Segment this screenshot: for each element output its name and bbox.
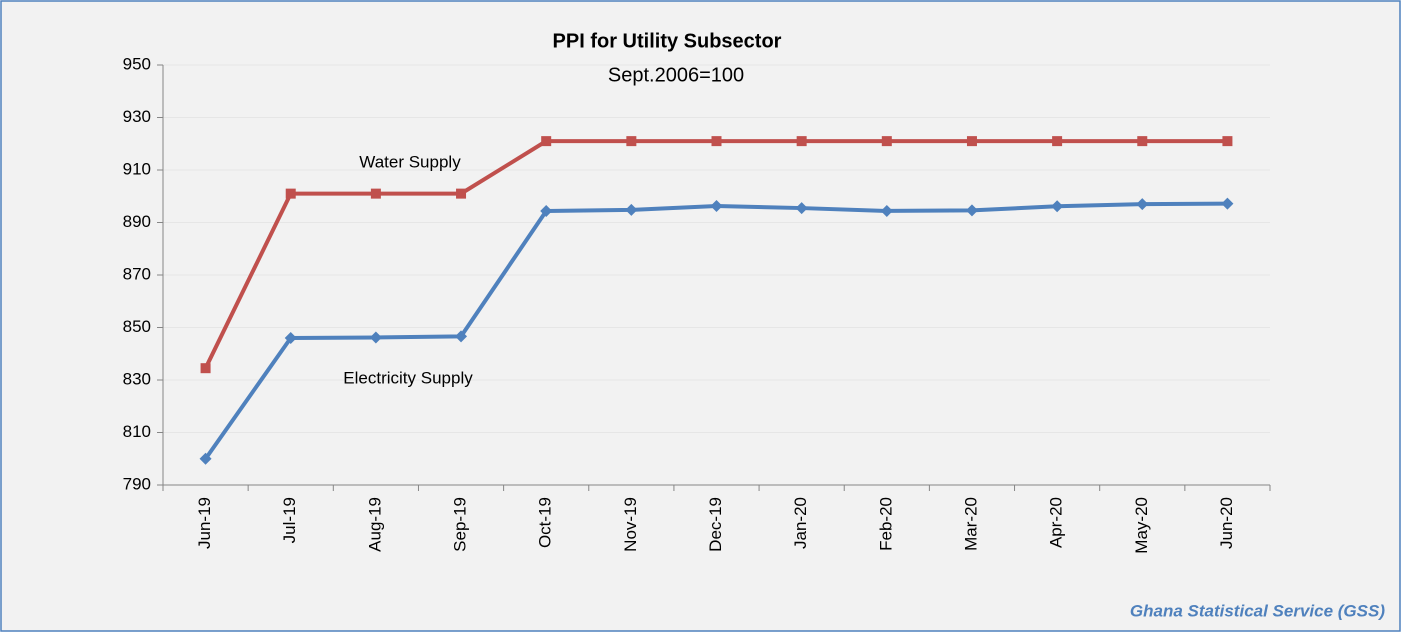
point-marker xyxy=(626,136,637,147)
x-tick-label: Aug-19 xyxy=(365,497,384,552)
point-marker xyxy=(710,199,723,212)
y-tick-label: 830 xyxy=(123,369,151,388)
point-marker xyxy=(1222,136,1233,147)
y-tick-label: 810 xyxy=(123,422,151,441)
x-tick-label: Jan-20 xyxy=(791,497,810,549)
plot xyxy=(199,136,1234,465)
point-marker xyxy=(711,136,722,147)
x-tick-label: Apr-20 xyxy=(1047,497,1066,548)
x-tick-label: Jun-19 xyxy=(195,497,214,549)
x-tick-label: Jul-19 xyxy=(280,497,299,543)
point-marker xyxy=(456,188,467,199)
point-marker xyxy=(369,331,382,344)
chart-subtitle: Sept.2006=100 xyxy=(608,64,744,86)
point-marker xyxy=(625,203,638,216)
grid xyxy=(157,64,1271,491)
point-marker xyxy=(199,452,212,465)
point-marker xyxy=(881,136,892,147)
point-marker xyxy=(285,188,296,199)
series-label: Electricity Supply xyxy=(343,368,473,387)
x-tick-label: Mar-20 xyxy=(961,497,980,551)
point-marker xyxy=(1051,200,1064,213)
y-tick-label: 910 xyxy=(123,159,151,178)
x-tick-label: Oct-19 xyxy=(536,497,555,548)
x-tick-label: Feb-20 xyxy=(876,497,895,551)
chart-title: PPI for Utility Subsector xyxy=(553,30,782,52)
point-marker xyxy=(370,188,381,199)
point-marker xyxy=(1136,198,1149,211)
x-tick-label: Dec-19 xyxy=(706,497,725,552)
source-note: Ghana Statistical Service (GSS) xyxy=(1130,601,1385,620)
x-tick-label: May-20 xyxy=(1132,497,1151,554)
point-marker xyxy=(880,204,893,217)
y-tick-label: 950 xyxy=(123,54,151,73)
point-marker xyxy=(796,136,807,147)
point-marker xyxy=(541,136,552,147)
y-tick-label: 850 xyxy=(123,317,151,336)
y-tick-label: 790 xyxy=(123,474,151,493)
x-tick-label: Sep-19 xyxy=(451,497,470,552)
point-marker xyxy=(1137,136,1148,147)
point-marker xyxy=(1221,197,1234,210)
x-tick-label: Nov-19 xyxy=(621,497,640,552)
point-marker xyxy=(965,204,978,217)
point-marker xyxy=(540,204,553,217)
point-marker xyxy=(966,136,977,147)
x-tick-label: Jun-20 xyxy=(1217,497,1236,549)
point-marker xyxy=(200,363,211,374)
y-tick-label: 890 xyxy=(123,212,151,231)
series-label: Water Supply xyxy=(359,152,461,171)
y-tick-label: 870 xyxy=(123,264,151,283)
point-marker xyxy=(1052,136,1063,147)
point-marker xyxy=(795,202,808,215)
point-marker xyxy=(284,332,297,344)
point-marker xyxy=(455,330,468,343)
y-tick-label: 930 xyxy=(123,107,151,126)
